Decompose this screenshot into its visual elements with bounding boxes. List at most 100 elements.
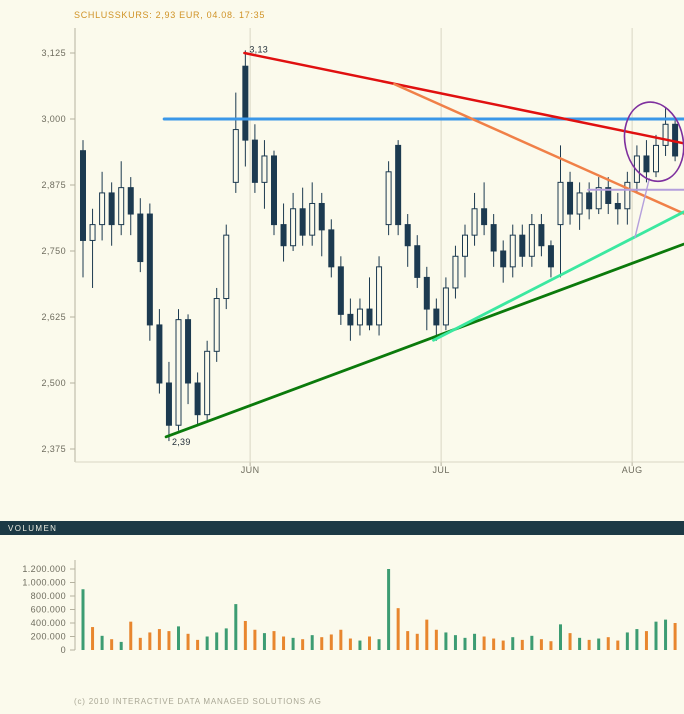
svg-text:JUL: JUL xyxy=(433,465,450,475)
volume-bar xyxy=(549,641,553,650)
svg-text:600.000: 600.000 xyxy=(31,605,66,615)
volume-bar xyxy=(358,640,362,650)
candle xyxy=(290,208,297,247)
volume-bar xyxy=(578,637,582,650)
volume-bar xyxy=(444,632,448,650)
candle xyxy=(108,192,115,226)
svg-text:AUG: AUG xyxy=(622,465,643,475)
volume-bar xyxy=(664,619,668,650)
volume-bar xyxy=(329,634,333,650)
volume-bar xyxy=(234,604,238,650)
svg-text:2,39: 2,39 xyxy=(172,437,191,447)
svg-text:2,500: 2,500 xyxy=(41,378,66,388)
up-trend-spring-green xyxy=(432,210,684,342)
candle xyxy=(433,308,440,326)
svg-text:2,750: 2,750 xyxy=(41,246,66,256)
candle xyxy=(643,155,650,173)
volume-bar xyxy=(138,637,142,650)
candle xyxy=(366,308,373,326)
candle xyxy=(118,187,125,226)
volume-bar xyxy=(453,635,457,650)
volume-bar xyxy=(377,639,381,650)
volume-bar xyxy=(387,569,391,650)
candle xyxy=(261,155,268,183)
candle xyxy=(223,234,230,300)
candle xyxy=(213,298,220,352)
candle xyxy=(595,187,602,210)
volume-bar xyxy=(559,624,562,650)
svg-text:2,875: 2,875 xyxy=(41,180,66,190)
candle xyxy=(395,144,402,226)
svg-text:0: 0 xyxy=(61,645,66,655)
candle xyxy=(614,202,621,210)
candle xyxy=(423,276,430,310)
candle xyxy=(232,129,239,183)
up-trend-dark-green xyxy=(164,242,684,439)
candle xyxy=(471,208,478,236)
volume-bar xyxy=(606,637,610,650)
candle xyxy=(538,224,545,247)
candle xyxy=(347,313,354,326)
svg-text:1.200.000: 1.200.000 xyxy=(22,564,66,574)
volume-bar xyxy=(196,639,200,650)
month-gridlines xyxy=(249,28,633,462)
volume-bar xyxy=(291,637,295,650)
candle xyxy=(662,123,669,146)
down-trend-orange xyxy=(393,82,684,215)
volume-bar xyxy=(186,633,190,650)
candle xyxy=(376,266,383,326)
svg-text:3,000: 3,000 xyxy=(41,114,66,124)
volume-bar xyxy=(81,589,85,650)
candle xyxy=(137,213,144,263)
axis-lines xyxy=(70,28,684,651)
candle xyxy=(204,350,211,416)
volume-bar xyxy=(320,637,324,650)
volume-bar xyxy=(511,637,515,650)
svg-text:200.000: 200.000 xyxy=(31,632,66,642)
candle xyxy=(280,224,287,247)
svg-text:2,375: 2,375 xyxy=(41,444,66,454)
highlight-ellipse xyxy=(623,101,684,183)
volume-bar xyxy=(415,633,419,650)
volume-bar xyxy=(310,635,314,650)
candle xyxy=(404,224,411,247)
candle xyxy=(452,255,459,289)
volume-bar xyxy=(100,635,104,650)
candle xyxy=(337,266,344,315)
volume-bar xyxy=(473,633,477,650)
volume-bar xyxy=(205,636,209,650)
volume-bar xyxy=(119,641,123,650)
candle xyxy=(194,382,201,416)
volume-bar xyxy=(148,632,152,650)
volume-bar xyxy=(215,632,219,650)
candle xyxy=(557,181,564,226)
volume-bar xyxy=(282,636,286,650)
volume-bar xyxy=(224,628,228,650)
volume-bar xyxy=(348,638,352,650)
volume-bar xyxy=(110,639,114,650)
volume-bar xyxy=(272,631,276,650)
volume-bars xyxy=(81,569,677,650)
candle xyxy=(318,202,325,231)
candle xyxy=(576,192,583,215)
down-trend-red xyxy=(243,51,684,145)
volume-bar xyxy=(157,629,161,650)
volume-bar xyxy=(530,635,534,650)
trend-lines xyxy=(162,51,684,439)
candle xyxy=(146,213,153,326)
svg-text:400.000: 400.000 xyxy=(31,618,66,628)
candle xyxy=(127,187,134,215)
candle xyxy=(605,187,612,204)
volume-bar xyxy=(463,637,467,650)
volume-bar xyxy=(396,608,400,650)
candle xyxy=(165,382,172,426)
volume-bar xyxy=(654,621,658,650)
volume-section-header: VOLUMEN xyxy=(0,521,684,535)
last-price-label: SCHLUSSKURS: 2,93 EUR, 04.08. 17:35 xyxy=(74,10,266,20)
volume-bar xyxy=(91,627,95,650)
candle xyxy=(242,65,249,141)
candle xyxy=(442,287,449,326)
volume-bar xyxy=(262,633,266,650)
